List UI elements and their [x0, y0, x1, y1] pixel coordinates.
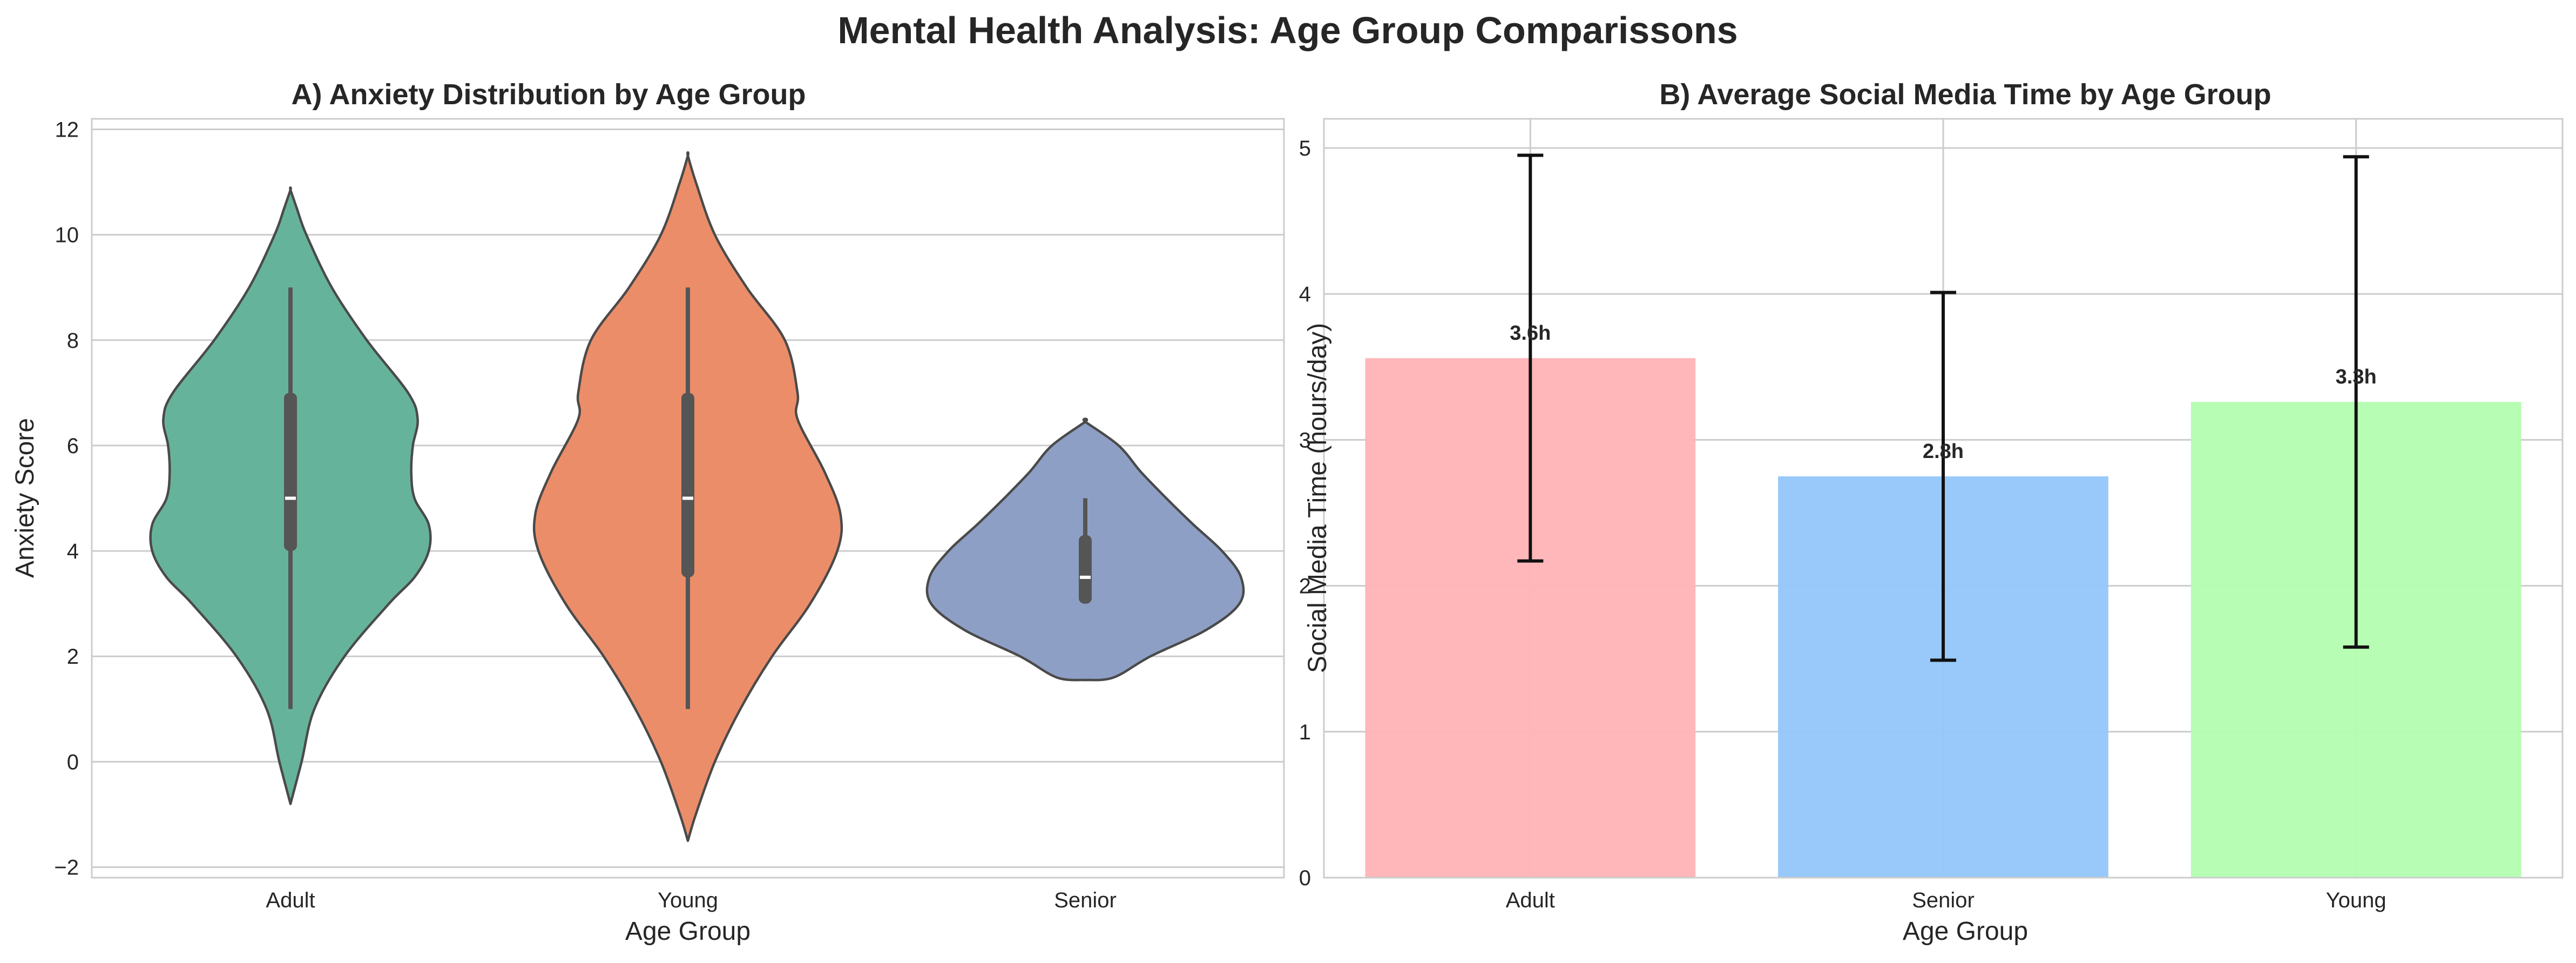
bar-y-axis-label: Social Media Time (hours/day) — [1303, 323, 1332, 673]
bar-y-tick-labels: 0 1 2 3 4 5 — [1299, 137, 1311, 890]
bar-x-axis-label: Age Group — [1903, 917, 2028, 946]
violin-y-tick-label: 4 — [67, 540, 79, 563]
bar-value-label: 3.3h — [2336, 366, 2377, 388]
violin-iqr-box — [1079, 535, 1092, 604]
bar-y-tick-label: 2 — [1299, 575, 1311, 598]
bar-error-bars — [1517, 153, 2369, 662]
bar-y-tick-label: 0 — [1299, 866, 1311, 890]
bar-chart-title: B) Average Social Media Time by Age Grou… — [1659, 78, 2271, 111]
violin-y-tick-label: 2 — [67, 645, 79, 669]
violin-y-tick-label: 10 — [55, 224, 79, 247]
bar-value-label: 2.8h — [1923, 440, 1964, 463]
bar-value-label: 3.6h — [1510, 322, 1551, 345]
violin-y-tick-label: 6 — [67, 434, 79, 458]
violin-chart-title: A) Anxiety Distribution by Age Group — [291, 78, 806, 111]
figure-title: Mental Health Analysis: Age Group Compar… — [837, 9, 1737, 51]
bar-y-tick-label: 4 — [1299, 282, 1311, 306]
violin-series — [149, 151, 1245, 842]
violin-iqr-box — [284, 393, 297, 551]
violin-y-tick-label: 8 — [67, 329, 79, 353]
violin-x-tick-label: Senior — [1054, 888, 1117, 912]
violin-x-tick-label: Young — [658, 888, 718, 912]
bar-y-tick-label: 3 — [1299, 428, 1311, 452]
violin-x-axis-label: Age Group — [625, 917, 751, 946]
anxiety-violin-panel: A) Anxiety Distribution by Age Group −2 0… — [11, 78, 1285, 946]
violin-x-tick-label: Adult — [266, 888, 315, 912]
violin-y-tick-label: 0 — [67, 750, 79, 774]
violin-iqr-box — [681, 393, 694, 577]
violin-y-tick-labels: −2 0 2 4 6 8 10 12 — [54, 118, 79, 880]
bar-y-tick-label: 5 — [1299, 137, 1311, 160]
bar-x-tick-label: Adult — [1506, 888, 1555, 912]
bar-plot-frame — [1323, 118, 2564, 879]
violin-adult — [149, 186, 432, 805]
bar-x-tick-label: Senior — [1912, 888, 1975, 912]
social-media-bar-panel: B) Average Social Media Time by Age Grou… — [1299, 78, 2564, 946]
violin-y-tick-label: −2 — [54, 856, 79, 879]
violin-x-tick-labels: Adult Young Senior — [266, 888, 1116, 912]
violin-senior — [925, 417, 1245, 682]
bar-y-tick-label: 1 — [1299, 720, 1311, 744]
bar-value-labels: 3.6h 2.8h 3.3h — [1510, 322, 2376, 463]
bar-x-tick-labels: Adult Senior Young — [1506, 888, 2386, 912]
violin-y-axis-label: Anxiety Score — [11, 418, 39, 578]
violin-plot-frame — [91, 118, 1285, 879]
violin-young — [532, 151, 843, 842]
bar-x-tick-label: Young — [2326, 888, 2386, 912]
violin-y-tick-label: 12 — [55, 118, 79, 142]
